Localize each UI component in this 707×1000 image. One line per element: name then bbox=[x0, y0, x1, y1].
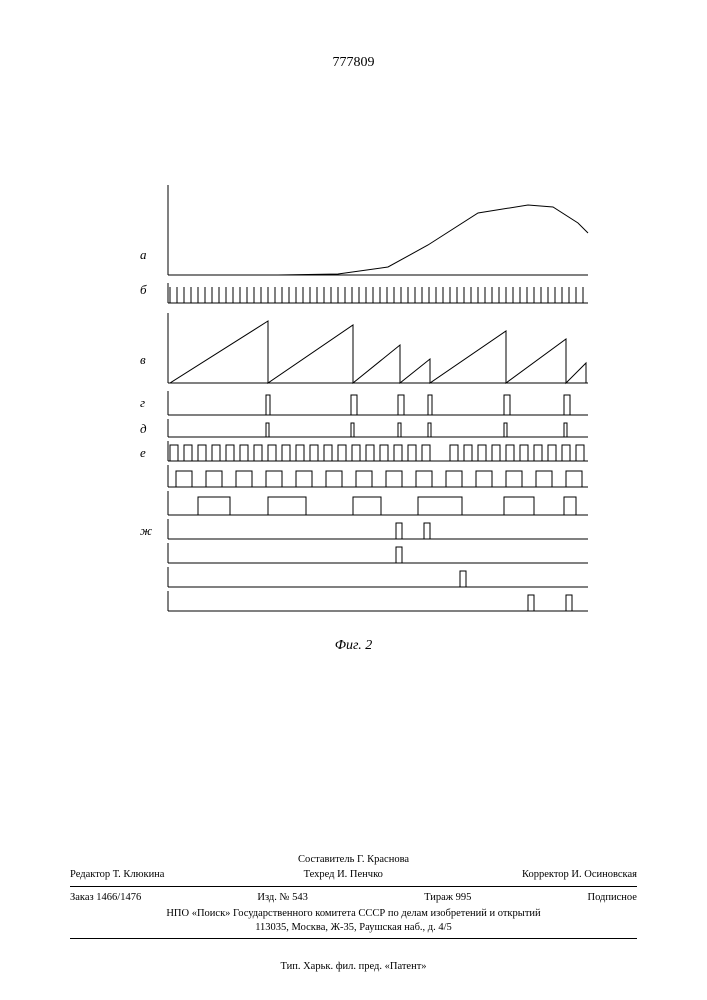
row-label: д bbox=[140, 421, 147, 437]
typography-line: Тип. Харьк. фил. пред. «Патент» bbox=[0, 961, 707, 972]
print-row: Заказ 1466/1476 Изд. № 543 Тираж 995 Под… bbox=[70, 890, 637, 906]
org-line: НПО «Поиск» Государственного комитета СС… bbox=[70, 907, 637, 921]
document-number: 777809 bbox=[0, 55, 707, 71]
order: Заказ 1466/1476 bbox=[70, 891, 141, 905]
podpisnoe: Подписное bbox=[588, 891, 637, 905]
credits-row: Редактор Т. Клюкина Техред И. Пенчко Кор… bbox=[70, 867, 637, 883]
divider bbox=[70, 886, 637, 887]
compiler-line: Составитель Г. Краснова bbox=[70, 853, 637, 867]
footer-block: Составитель Г. Краснова Редактор Т. Клюк… bbox=[70, 853, 637, 942]
techred-cell: Техред И. Пенчко bbox=[304, 868, 383, 882]
izd: Изд. № 543 bbox=[257, 891, 308, 905]
timing-diagram-figure: абвгдеж bbox=[158, 185, 588, 635]
row-label: в bbox=[140, 352, 146, 368]
row-label: е bbox=[140, 445, 146, 461]
row-label: а bbox=[140, 247, 147, 263]
page: 777809 абвгдеж Фиг. 2 Составитель Г. Кра… bbox=[0, 0, 707, 1000]
address-line: 113035, Москва, Ж-35, Раушская наб., д. … bbox=[70, 921, 637, 935]
divider bbox=[70, 938, 637, 939]
figure-caption: Фиг. 2 bbox=[0, 638, 707, 654]
waveform-svg bbox=[158, 185, 598, 625]
tirazh: Тираж 995 bbox=[424, 891, 471, 905]
row-label: ж bbox=[140, 523, 152, 539]
editor-cell: Редактор Т. Клюкина bbox=[70, 868, 164, 882]
corrector-cell: Корректор И. Осиновская bbox=[522, 868, 637, 882]
row-label: г bbox=[140, 395, 145, 411]
row-label: б bbox=[140, 282, 147, 298]
